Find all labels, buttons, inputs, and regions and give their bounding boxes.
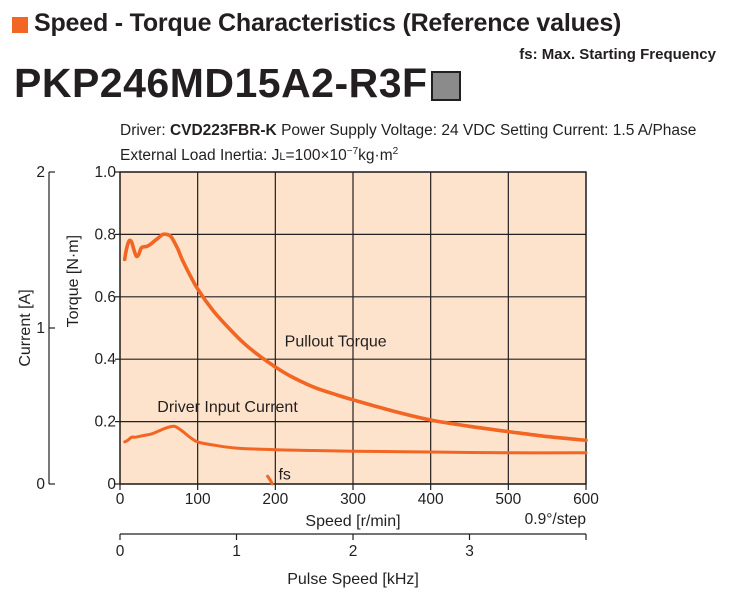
fs-label: fs (278, 466, 290, 483)
model-square-icon (430, 70, 461, 101)
driver-input-current-line (123, 424, 588, 455)
x2-tick-label: 1 (232, 543, 241, 560)
inertia-subscript: L (279, 151, 286, 164)
pullout-torque-label: Pullout Torque (285, 334, 387, 351)
series-layer (122, 232, 588, 486)
pullout-torque-line (122, 232, 588, 443)
step-angle-note: 0.9°/step (525, 511, 586, 528)
y-tick-label: 0.4 (94, 351, 116, 368)
y-axis-label: Torque [N·m] (65, 235, 82, 327)
inertia-unit-exponent: 2 (392, 146, 399, 157)
model-number: PKP246MD15A2-R3F (14, 60, 461, 107)
y-tick-label: 0 (107, 476, 116, 493)
x2-tick-label: 3 (465, 543, 474, 560)
x-tick-label: 100 (185, 491, 211, 508)
inertia-exponent: −7 (346, 146, 359, 157)
inertia-value: =100×10 (285, 147, 347, 165)
header-square-icon (12, 16, 28, 33)
x-tick-label: 200 (262, 491, 288, 508)
x-tick-label: 500 (495, 491, 521, 508)
y2-tick-label: 2 (36, 164, 45, 181)
fs-marker-line (266, 474, 274, 486)
y-tick-label: 0.6 (94, 289, 116, 306)
x-tick-label: 300 (340, 491, 366, 508)
y-tick-label: 1.0 (94, 164, 116, 181)
y2-tick-label: 0 (36, 476, 45, 493)
x2-tick-label: 0 (116, 543, 125, 560)
x-tick-label: 0 (116, 491, 125, 508)
fs-note: fs: Max. Starting Frequency (519, 46, 716, 63)
x-tick-label: 600 (573, 491, 599, 508)
driver-label: Driver: (120, 122, 166, 139)
inertia-unit: kg·m (358, 147, 393, 165)
y-tick-label: 0.8 (94, 226, 116, 243)
annotations: Pullout Torque Driver Input Current fs (157, 334, 386, 484)
y-tick-label: 0.2 (94, 414, 116, 431)
driver-conditions: Driver: CVD223FBR-K Power Supply Voltage… (120, 122, 696, 140)
driver-input-current-label: Driver Input Current (157, 399, 298, 416)
model-number-text: PKP246MD15A2-R3F (14, 60, 428, 106)
x2-axis-label: Pulse Speed [kHz] (287, 571, 419, 588)
inertia-prefix: External Load Inertia: J (120, 147, 280, 165)
driver-name: CVD223FBR-K (169, 122, 277, 139)
y2-tick-label: 1 (36, 320, 45, 337)
load-inertia: External Load Inertia: JL=100×10−7kg·m2 (120, 146, 398, 165)
axes (48, 171, 587, 540)
x2-tick-label: 2 (349, 543, 358, 560)
setting-current: Setting Current: 1.5 A/Phase (499, 122, 697, 139)
supply-voltage: Power Supply Voltage: 24 VDC (281, 122, 496, 139)
chart-heading: Speed - Torque Characteristics (Referenc… (34, 8, 622, 37)
y2-axis-label: Current [A] (17, 289, 34, 366)
tick-labels: 0 100 200 300 400 500 600 0 0.2 0.4 0.6 0.8 1.0 0 1 2 0 1… (36, 164, 599, 560)
chart-header: Speed - Torque Characteristics (Referenc… (12, 6, 621, 40)
x-axis-label: Speed [r/min] (305, 513, 400, 530)
x-tick-label: 400 (418, 491, 444, 508)
